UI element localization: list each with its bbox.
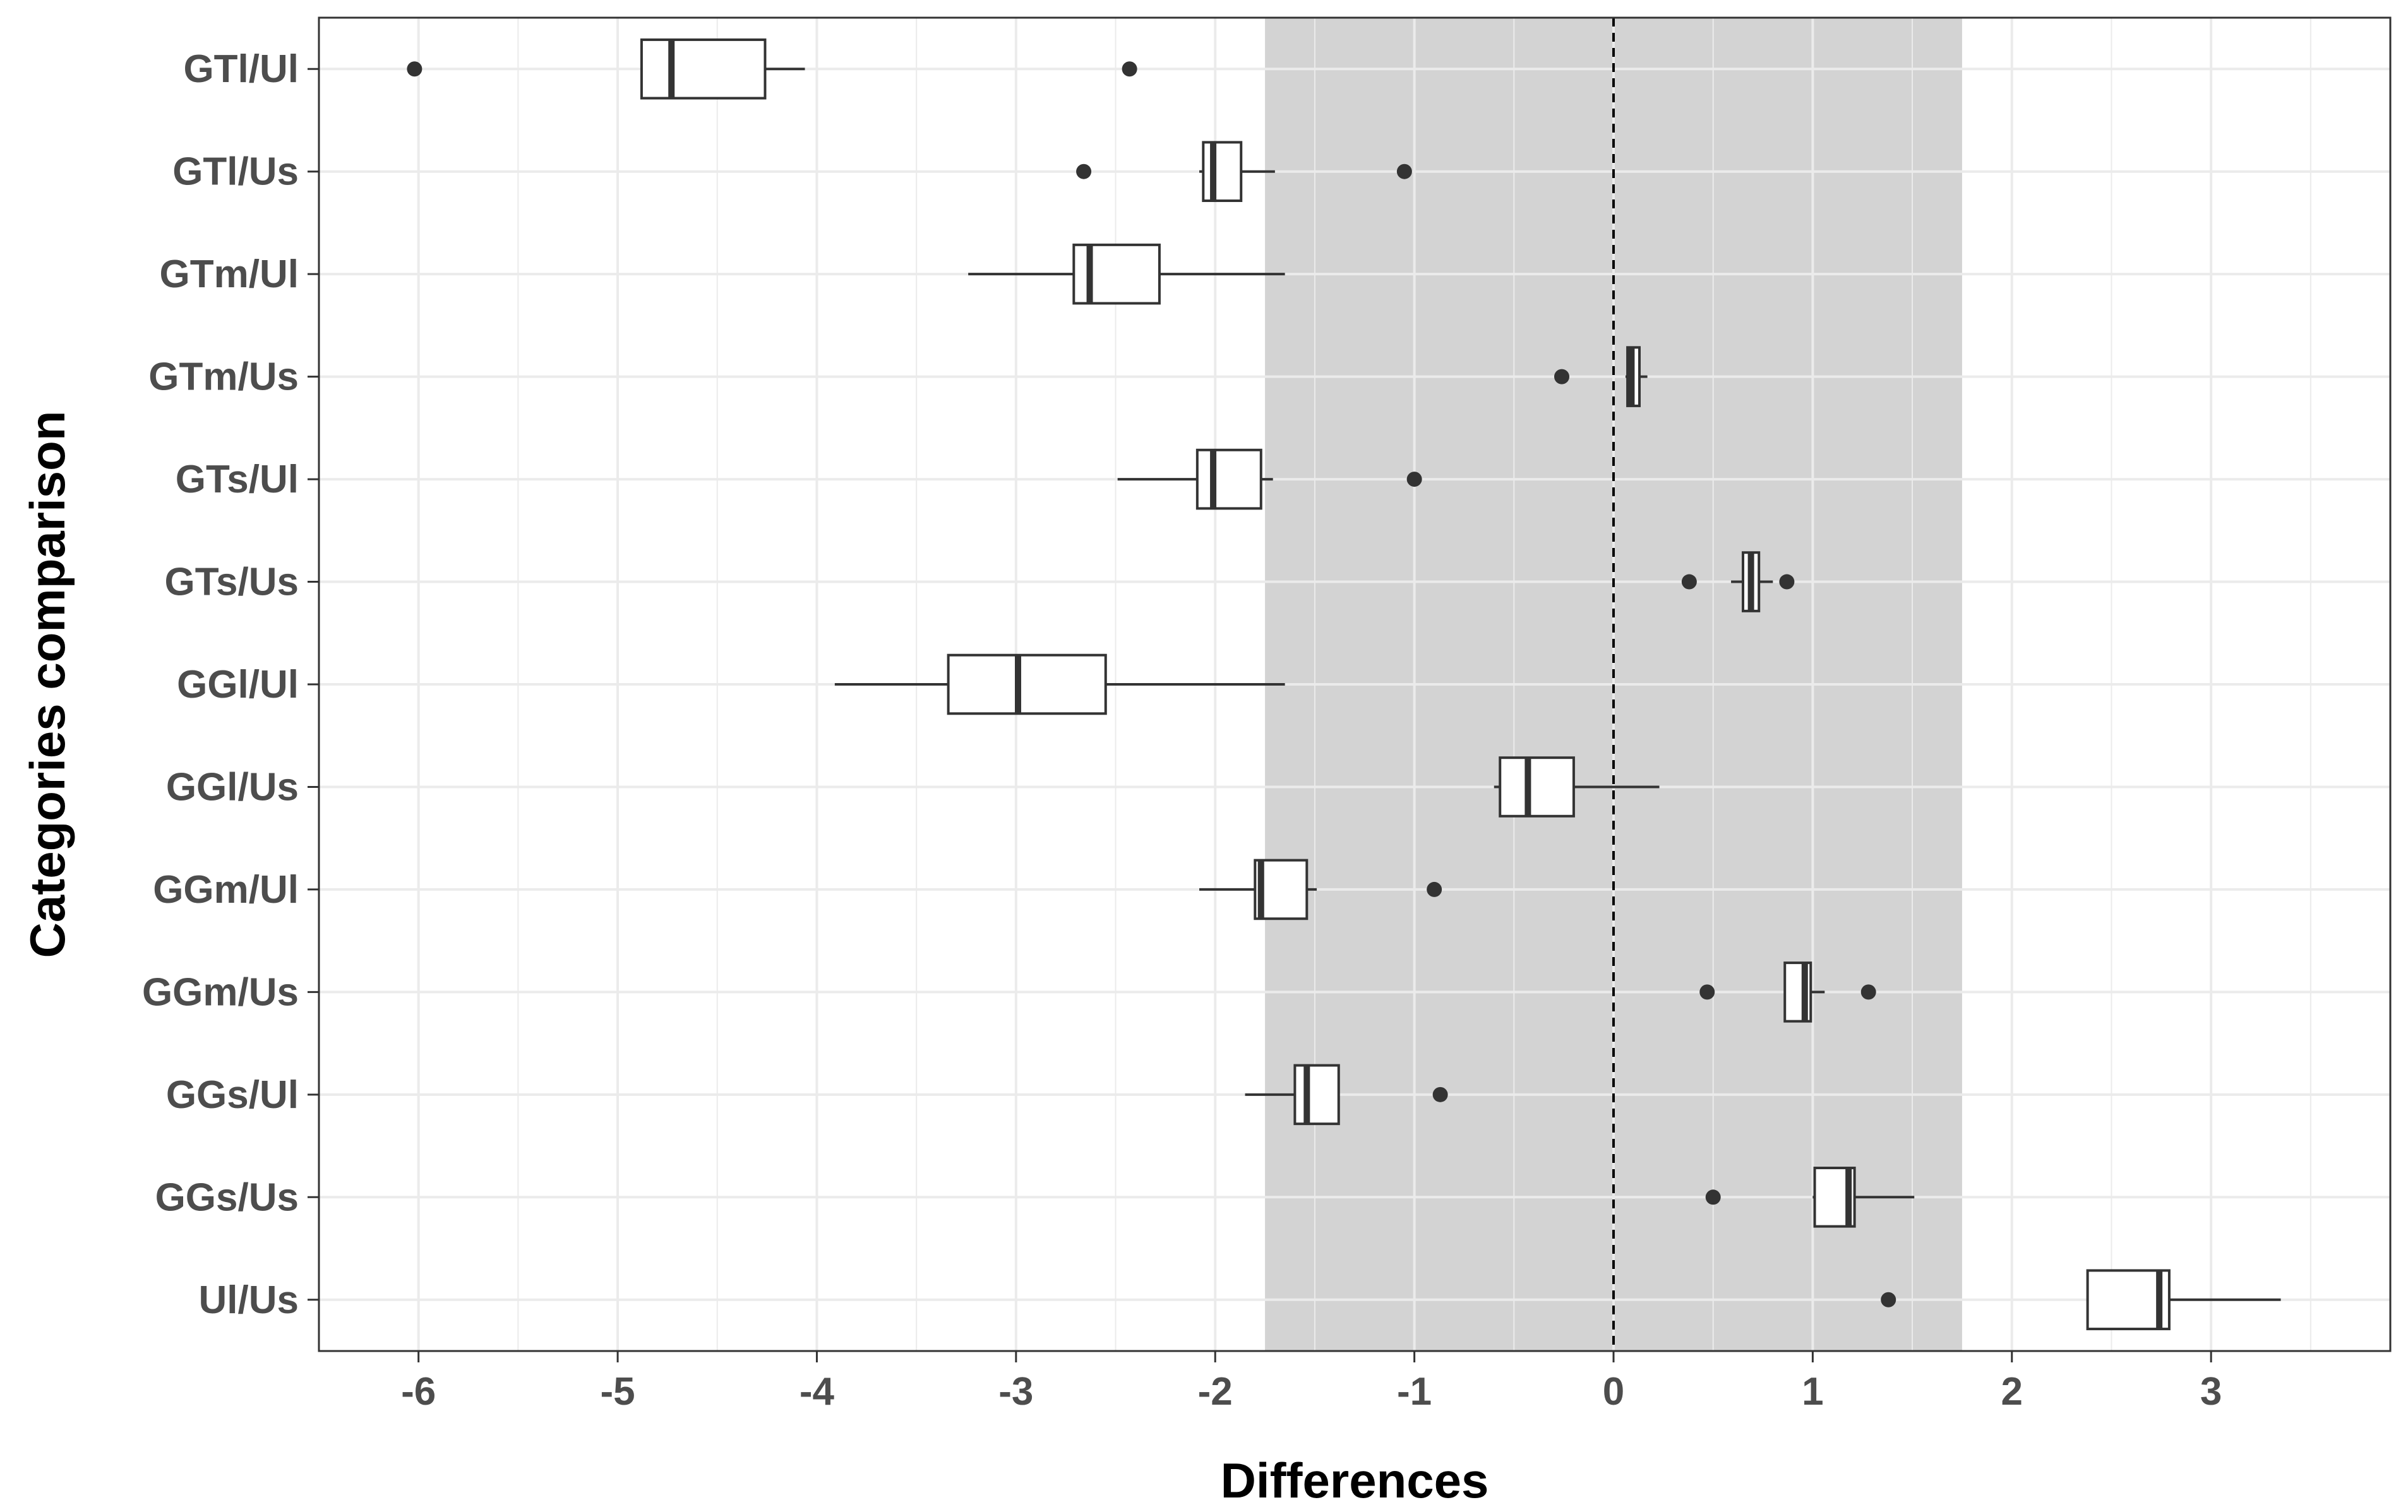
iqr-box xyxy=(947,653,1107,715)
outlier-point xyxy=(1881,1292,1896,1307)
boxplot-11 xyxy=(1705,1167,1915,1228)
y-tick-label: GGm/Us xyxy=(142,970,299,1014)
y-tick-label: GGl/Us xyxy=(166,765,299,809)
boxplot-2 xyxy=(968,243,1285,305)
outlier-point xyxy=(1396,164,1412,179)
iqr-box xyxy=(640,38,767,100)
x-tick-label: -4 xyxy=(800,1370,835,1414)
boxplot-7 xyxy=(1494,756,1660,818)
x-tick-label: 3 xyxy=(2200,1370,2222,1414)
boxplot-8 xyxy=(1199,859,1442,920)
outlier-point xyxy=(1779,574,1795,590)
x-tick-label: 1 xyxy=(1802,1370,1823,1414)
outlier-point xyxy=(1705,1189,1721,1205)
iqr-box xyxy=(1293,1064,1340,1126)
x-tick-label: 0 xyxy=(1603,1370,1624,1414)
y-tick-label: GTs/Ul xyxy=(176,458,299,501)
y-tick-label: GGs/Ul xyxy=(166,1073,299,1117)
x-tick-label: -1 xyxy=(1397,1370,1432,1414)
y-tick-label: GTs/Us xyxy=(165,561,299,604)
iqr-box xyxy=(2086,1269,2171,1331)
outlier-point xyxy=(407,61,422,77)
y-tick-label: GTm/Ul xyxy=(160,253,299,296)
boxplot-4 xyxy=(1117,448,1422,510)
y-tick-label: GGl/Ul xyxy=(177,663,299,706)
outlier-point xyxy=(1406,472,1422,487)
outlier-point xyxy=(1554,369,1569,384)
boxplot-10 xyxy=(1245,1064,1448,1126)
boxplot-9 xyxy=(1699,961,1876,1023)
y-tick-label: GGm/Ul xyxy=(153,868,299,912)
iqr-box xyxy=(1202,141,1243,202)
y-tick-label: GGs/Us xyxy=(155,1176,299,1219)
y-axis-title: Categories comparison xyxy=(20,411,75,958)
outlier-point xyxy=(1681,574,1697,590)
iqr-box xyxy=(1195,448,1262,510)
outlier-point xyxy=(1427,881,1442,897)
boxplot-6 xyxy=(834,653,1285,715)
outlier-point xyxy=(1699,984,1715,1000)
axes-layer: -6 -5 -4 -3 -2 -1 0 1 2 3 GTl/Ul GTl/Us GTm/Ul GTm/Us… xyxy=(142,47,2222,1414)
x-tick-label: -3 xyxy=(998,1370,1033,1414)
outlier-point xyxy=(1122,61,1137,77)
boxplot-3 xyxy=(1554,346,1648,407)
iqr-box xyxy=(1499,756,1575,818)
x-tick-label: -2 xyxy=(1198,1370,1233,1414)
y-tick-label: GTl/Ul xyxy=(183,47,299,91)
x-tick-label: -6 xyxy=(401,1370,436,1414)
boxplot-1 xyxy=(1076,141,1412,202)
outlier-point xyxy=(1860,984,1876,1000)
boxplot-0 xyxy=(407,38,1137,100)
boxplot-5 xyxy=(1681,551,1795,612)
boxplot-12 xyxy=(1881,1269,2281,1331)
y-tick-label: Ul/Us xyxy=(199,1278,299,1322)
boxplots-layer xyxy=(407,38,2281,1331)
y-tick-label: GTl/Us xyxy=(172,150,299,194)
outlier-point xyxy=(1432,1086,1448,1102)
x-axis-title: Differences xyxy=(1221,1453,1489,1508)
x-tick-label: 2 xyxy=(2001,1370,2023,1414)
y-tick-label: GTm/Us xyxy=(148,355,299,399)
outlier-point xyxy=(1076,164,1092,179)
x-tick-label: -5 xyxy=(601,1370,635,1414)
